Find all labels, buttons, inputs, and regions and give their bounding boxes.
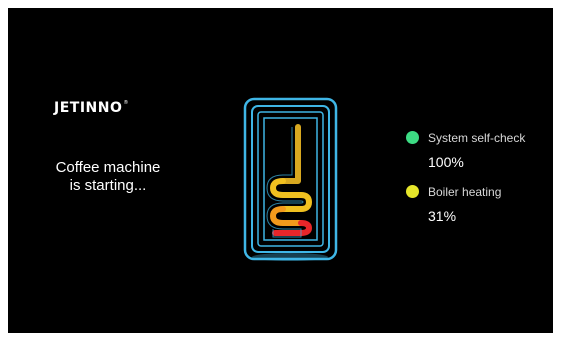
startup-message: Coffee machine is starting...	[38, 159, 178, 195]
startup-message-line-1: Coffee machine	[55, 159, 161, 176]
brand-name: JETINNO	[54, 100, 123, 116]
boiler-heating-coil-icon	[243, 97, 338, 261]
check-progress-value: 31%	[428, 208, 457, 224]
check-label: Boiler heating	[428, 185, 502, 199]
status-dot-green-icon	[406, 131, 419, 144]
registered-mark: ®	[123, 100, 129, 106]
check-label: System self-check	[428, 131, 526, 145]
check-progress-value: 100%	[428, 154, 464, 170]
startup-message-line-2: is starting...	[69, 177, 147, 194]
brand-logo: JETINNO®	[54, 100, 129, 116]
startup-screen: JETINNO® Coffee machine is starting... S…	[8, 8, 553, 333]
status-dot-yellow-icon	[406, 185, 419, 198]
